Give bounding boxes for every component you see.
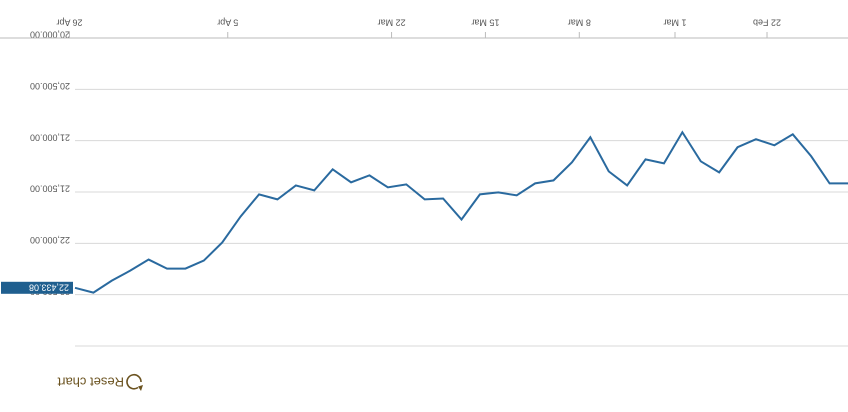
last-value-tag [1, 281, 73, 294]
x-tick-label: 8 Mar [568, 18, 591, 28]
x-tick-label: 15 Mar [471, 18, 499, 28]
reset-icon [126, 374, 142, 390]
reset-button[interactable]: Reset chart [57, 374, 143, 391]
last-value-label: 22,433.08 [29, 282, 69, 292]
x-tick-label: 22 Feb [753, 18, 781, 28]
x-tick-label: 22 Mar [378, 18, 406, 28]
price-line [74, 130, 848, 294]
x-tick-label: 5 Apr [217, 18, 238, 28]
reset-label: Reset chart [57, 375, 124, 390]
x-tick-label: 1 Mar [663, 18, 686, 28]
y-tick-label: 21,500.00 [30, 184, 70, 194]
reset-icon-arrow [138, 385, 143, 391]
y-tick-label: 20,000.00 [30, 30, 70, 40]
y-tick-label: 22,000.00 [30, 235, 70, 245]
y-tick-label: 21,000.00 [30, 132, 70, 142]
y-tick-label: 20,500.00 [30, 81, 70, 91]
x-tick-label: 26 Apr [56, 18, 82, 28]
